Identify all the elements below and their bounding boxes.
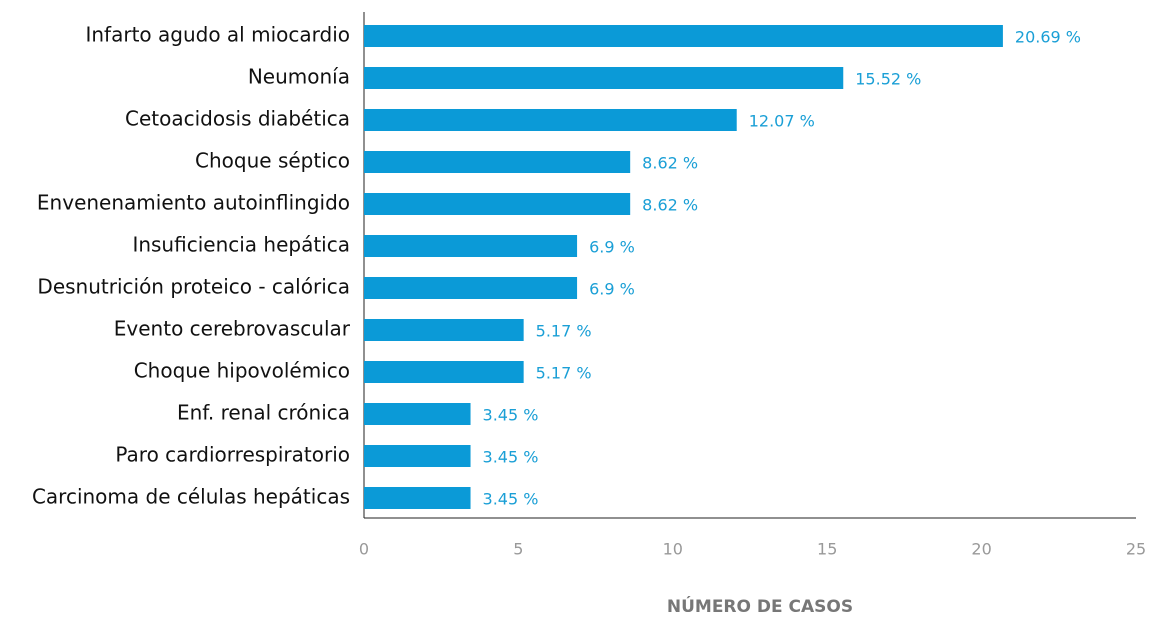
bar xyxy=(364,445,471,467)
x-tick-label: 15 xyxy=(817,540,837,559)
y-tick-label: Neumonía xyxy=(248,65,350,89)
bar xyxy=(364,235,578,257)
x-tick-label: 20 xyxy=(971,540,991,559)
y-tick-label: Choque hipovolémico xyxy=(134,359,350,383)
value-label: 12.07 % xyxy=(749,112,815,131)
bar xyxy=(364,319,524,341)
y-tick-label: Choque séptico xyxy=(195,149,350,173)
bar xyxy=(364,403,471,425)
bar xyxy=(364,361,524,383)
y-tick-label: Desnutrición proteico - calórica xyxy=(37,275,350,299)
y-tick-label: Evento cerebrovascular xyxy=(114,317,351,341)
value-label: 6.9 % xyxy=(589,238,635,257)
y-tick-label: Paro cardiorrespiratorio xyxy=(115,443,350,467)
bar xyxy=(364,25,1003,47)
value-label: 3.45 % xyxy=(483,490,539,509)
bar xyxy=(364,151,631,173)
value-label: 15.52 % xyxy=(855,70,921,89)
y-tick-label: Cetoacidosis diabética xyxy=(125,107,350,131)
x-tick-label: 0 xyxy=(359,540,369,559)
bar xyxy=(364,109,737,131)
y-tick-label: Enf. renal crónica xyxy=(177,401,350,425)
value-label: 8.62 % xyxy=(642,154,698,173)
x-tick-label: 5 xyxy=(513,540,523,559)
x-axis-title: NÚMERO DE CASOS xyxy=(667,595,853,617)
x-tick-label: 10 xyxy=(663,540,683,559)
value-label: 5.17 % xyxy=(536,364,592,383)
bar xyxy=(364,67,844,89)
value-label: 8.62 % xyxy=(642,196,698,215)
value-label: 20.69 % xyxy=(1015,28,1081,47)
value-label: 3.45 % xyxy=(483,448,539,467)
y-tick-label: Envenenamiento autoinflingido xyxy=(37,191,350,215)
x-tick-label: 25 xyxy=(1126,540,1146,559)
value-label: 3.45 % xyxy=(483,406,539,425)
y-tick-label: Carcinoma de células hepáticas xyxy=(32,485,350,509)
bar xyxy=(364,277,578,299)
y-tick-label: Insuficiencia hepática xyxy=(132,233,350,257)
bar xyxy=(364,193,631,215)
value-label: 5.17 % xyxy=(536,322,592,341)
y-tick-label: Infarto agudo al miocardio xyxy=(85,23,350,47)
value-label: 6.9 % xyxy=(589,280,635,299)
bar xyxy=(364,487,471,509)
